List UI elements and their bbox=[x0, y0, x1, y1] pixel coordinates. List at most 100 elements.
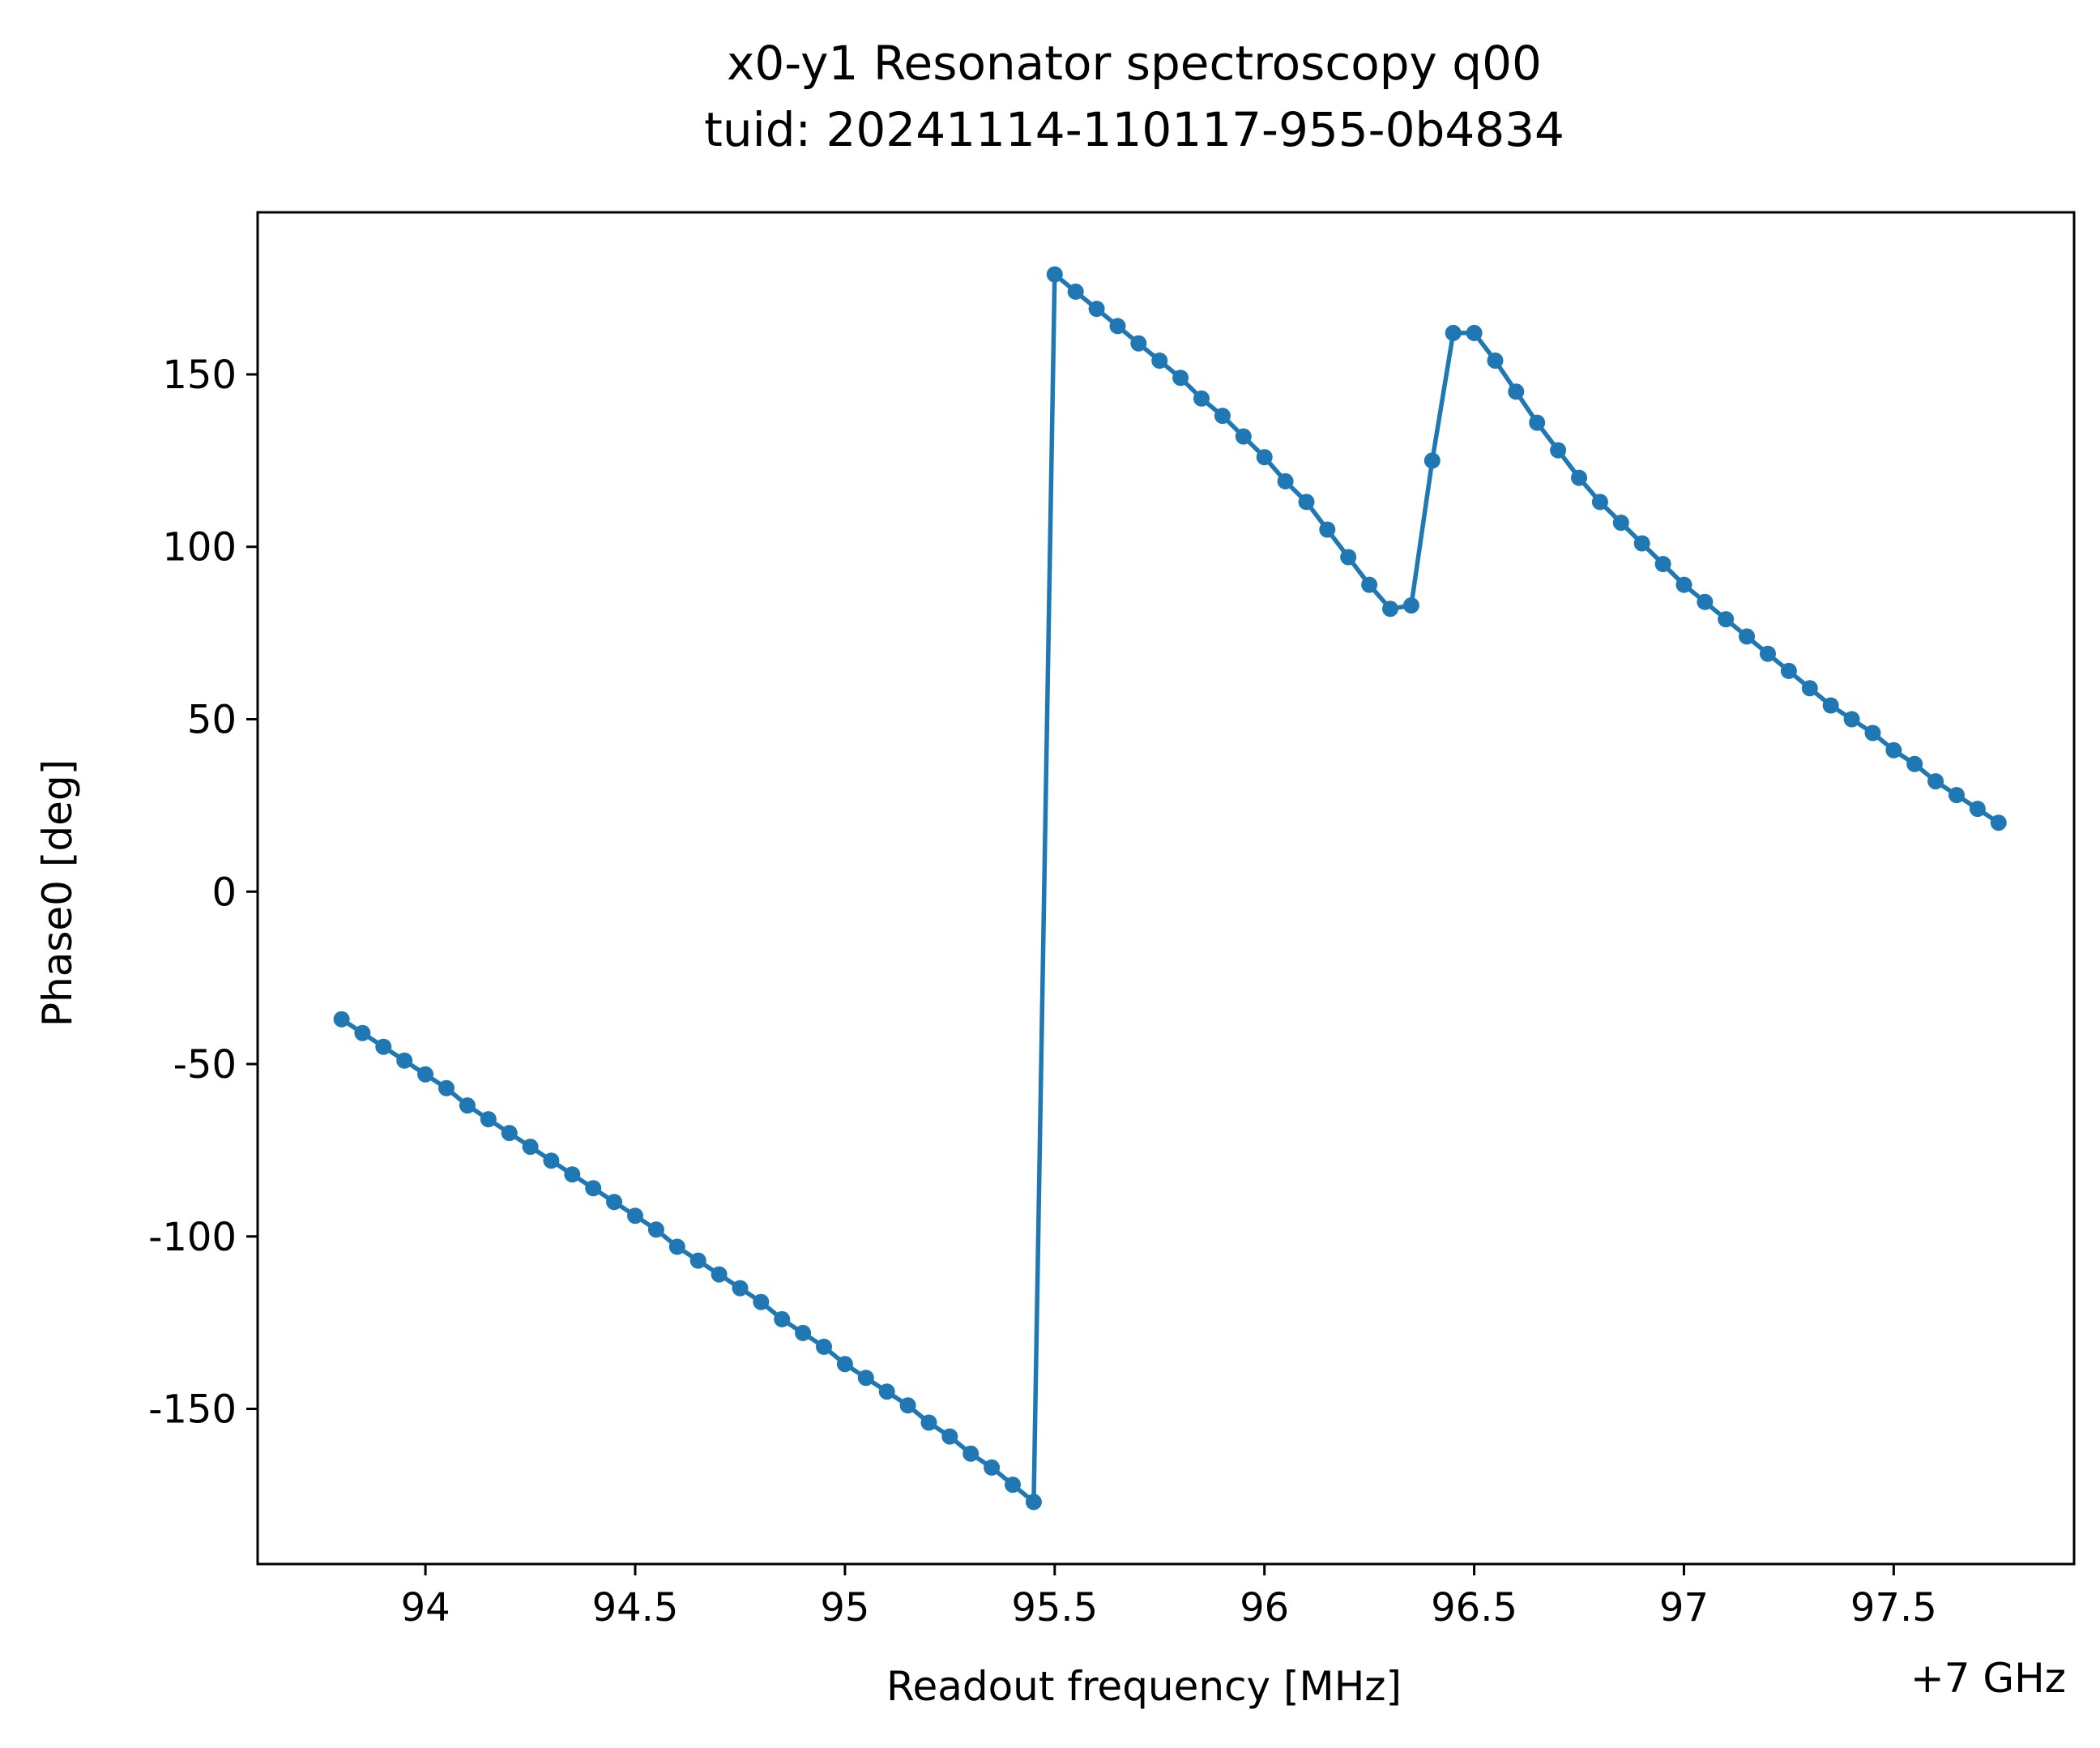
x-tick-label: 94.5 bbox=[592, 1585, 679, 1630]
data-point bbox=[1046, 266, 1063, 283]
x-tick-label: 97.5 bbox=[1850, 1585, 1937, 1630]
x-tick-label: 95.5 bbox=[1011, 1585, 1098, 1630]
data-point bbox=[375, 1038, 392, 1055]
data-point bbox=[1654, 556, 1671, 572]
data-point bbox=[1340, 549, 1357, 566]
data-point bbox=[1990, 814, 2007, 831]
data-point bbox=[333, 1011, 350, 1028]
data-point bbox=[1423, 452, 1441, 469]
data-point bbox=[564, 1166, 581, 1183]
data-point bbox=[1948, 787, 1965, 804]
data-point bbox=[1885, 742, 1902, 759]
data-point bbox=[1193, 390, 1210, 407]
data-point bbox=[1445, 324, 1462, 341]
data-point bbox=[543, 1152, 560, 1169]
data-point bbox=[668, 1238, 685, 1255]
y-tick-label: 0 bbox=[211, 870, 237, 915]
data-point bbox=[1927, 773, 1944, 790]
data-point bbox=[732, 1280, 749, 1297]
x-axis-label: Readout frequency [MHz] bbox=[886, 1663, 1402, 1710]
data-point bbox=[1088, 301, 1105, 318]
y-tick-label: -50 bbox=[173, 1042, 237, 1088]
data-point bbox=[1298, 494, 1315, 511]
x-tick-label: 96 bbox=[1240, 1585, 1289, 1630]
data-point bbox=[1697, 593, 1714, 610]
data-point bbox=[1550, 442, 1567, 459]
data-point bbox=[1780, 662, 1797, 679]
data-point bbox=[774, 1310, 791, 1327]
y-tick-label: 50 bbox=[187, 698, 237, 743]
data-point bbox=[1256, 449, 1273, 466]
data-point bbox=[1843, 711, 1860, 728]
data-point bbox=[1172, 370, 1189, 387]
data-point bbox=[1529, 414, 1546, 431]
data-point bbox=[1760, 645, 1776, 662]
data-point bbox=[1277, 472, 1294, 489]
data-point bbox=[962, 1445, 980, 1462]
chart-title: x0-y1 Resonator spectroscopy q00 bbox=[727, 36, 1542, 91]
data-point bbox=[689, 1252, 706, 1269]
y-axis-ticks: 150 100 50 0 -50 -100 -150 bbox=[148, 353, 258, 1433]
data-point bbox=[1235, 428, 1252, 445]
data-point bbox=[1718, 611, 1735, 628]
x-axis-offset-label: +7 GHz bbox=[1910, 1655, 2066, 1702]
data-point bbox=[438, 1079, 455, 1096]
data-point bbox=[795, 1324, 812, 1341]
data-point bbox=[1801, 680, 1818, 697]
data-point bbox=[878, 1383, 895, 1400]
chart-subtitle: tuid: 20241114-110117-955-0b4834 bbox=[704, 102, 1564, 157]
data-point bbox=[1633, 535, 1650, 552]
data-point bbox=[1214, 408, 1231, 425]
data-point bbox=[1025, 1494, 1042, 1511]
data-point bbox=[816, 1338, 832, 1355]
data-point bbox=[606, 1194, 623, 1211]
data-point bbox=[1109, 318, 1126, 335]
data-point bbox=[1591, 494, 1608, 511]
y-tick-label: -100 bbox=[148, 1215, 237, 1260]
y-tick-label: 150 bbox=[162, 353, 237, 398]
y-axis-label: Phase0 [deg] bbox=[34, 759, 81, 1027]
data-point bbox=[1508, 383, 1525, 400]
data-point bbox=[1739, 628, 1756, 645]
data-point bbox=[941, 1428, 958, 1445]
data-point bbox=[1130, 335, 1147, 352]
data-point bbox=[1571, 469, 1587, 486]
x-tick-label: 96.5 bbox=[1431, 1585, 1517, 1630]
data-point bbox=[1466, 324, 1483, 341]
data-point bbox=[1151, 353, 1168, 369]
x-tick-label: 97 bbox=[1659, 1585, 1709, 1630]
x-tick-label: 95 bbox=[820, 1585, 869, 1630]
data-point bbox=[1067, 283, 1084, 300]
data-point bbox=[480, 1111, 497, 1128]
data-point bbox=[396, 1052, 413, 1069]
x-tick-label: 94 bbox=[401, 1585, 450, 1630]
y-tick-label: -150 bbox=[148, 1387, 237, 1433]
data-point bbox=[459, 1097, 476, 1114]
data-point bbox=[1906, 755, 1923, 772]
data-point bbox=[1864, 724, 1881, 742]
data-point bbox=[1487, 353, 1504, 369]
plot-frame bbox=[256, 211, 2076, 1566]
data-point bbox=[920, 1414, 937, 1431]
data-point bbox=[522, 1139, 539, 1156]
data-point bbox=[857, 1370, 874, 1387]
data-point bbox=[1382, 600, 1398, 618]
data-point bbox=[1319, 521, 1336, 538]
data-point bbox=[647, 1221, 664, 1238]
data-point bbox=[1822, 697, 1839, 714]
x-axis-ticks: 94 94.5 95 95.5 96 96.5 97 97.5 bbox=[401, 1564, 1937, 1630]
plot-series bbox=[333, 266, 2007, 1511]
data-point bbox=[1675, 576, 1692, 593]
data-point bbox=[836, 1356, 853, 1373]
data-point bbox=[899, 1397, 916, 1414]
data-point bbox=[1361, 576, 1378, 593]
data-point bbox=[984, 1459, 1001, 1476]
data-point bbox=[417, 1066, 434, 1083]
data-point bbox=[1005, 1477, 1021, 1494]
data-point bbox=[1612, 515, 1629, 531]
data-point bbox=[753, 1293, 770, 1310]
data-point bbox=[1402, 597, 1419, 614]
data-point bbox=[627, 1207, 643, 1224]
